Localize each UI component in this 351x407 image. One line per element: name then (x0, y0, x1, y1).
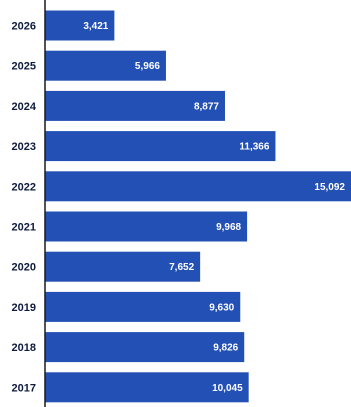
value-label-2022: 15,092 (314, 182, 345, 193)
bar-2023 (45, 131, 276, 162)
year-label-2024: 2024 (12, 101, 37, 113)
bar-2019 (45, 291, 241, 322)
bar-2017 (45, 372, 249, 403)
value-label-2020: 7,652 (169, 262, 194, 273)
year-label-2023: 2023 (12, 141, 36, 153)
bar-2020 (45, 251, 201, 282)
bar-2022 (45, 171, 351, 202)
value-label-2025: 5,966 (135, 61, 160, 72)
value-label-2024: 8,877 (194, 101, 219, 112)
year-label-2022: 2022 (12, 181, 36, 193)
year-labels-group: 2026 2025 2024 2023 2022 2021 2020 2019 2018 2017 (12, 21, 37, 395)
bar-2024 (45, 90, 225, 121)
year-label-2026: 2026 (12, 21, 36, 33)
year-label-2021: 2021 (12, 222, 36, 234)
bar-2021 (45, 211, 248, 242)
value-label-2019: 9,630 (209, 302, 234, 313)
bars-group: 3,421 5,966 8,877 11,366 15,092 9,968 7,652 9,6… (45, 10, 351, 403)
value-label-2018: 9,826 (213, 343, 238, 354)
year-label-2017: 2017 (12, 382, 36, 394)
year-label-2018: 2018 (12, 342, 36, 354)
bar-2018 (45, 332, 245, 363)
bar-2026 (45, 10, 115, 41)
bar-2025 (45, 50, 166, 81)
year-label-2019: 2019 (12, 302, 36, 314)
year-label-2025: 2025 (12, 61, 36, 73)
year-label-2020: 2020 (12, 262, 36, 274)
value-label-2017: 10,045 (212, 383, 243, 394)
value-label-2026: 3,421 (83, 21, 108, 32)
value-label-2023: 11,366 (239, 142, 269, 153)
value-label-2021: 9,968 (216, 222, 241, 233)
